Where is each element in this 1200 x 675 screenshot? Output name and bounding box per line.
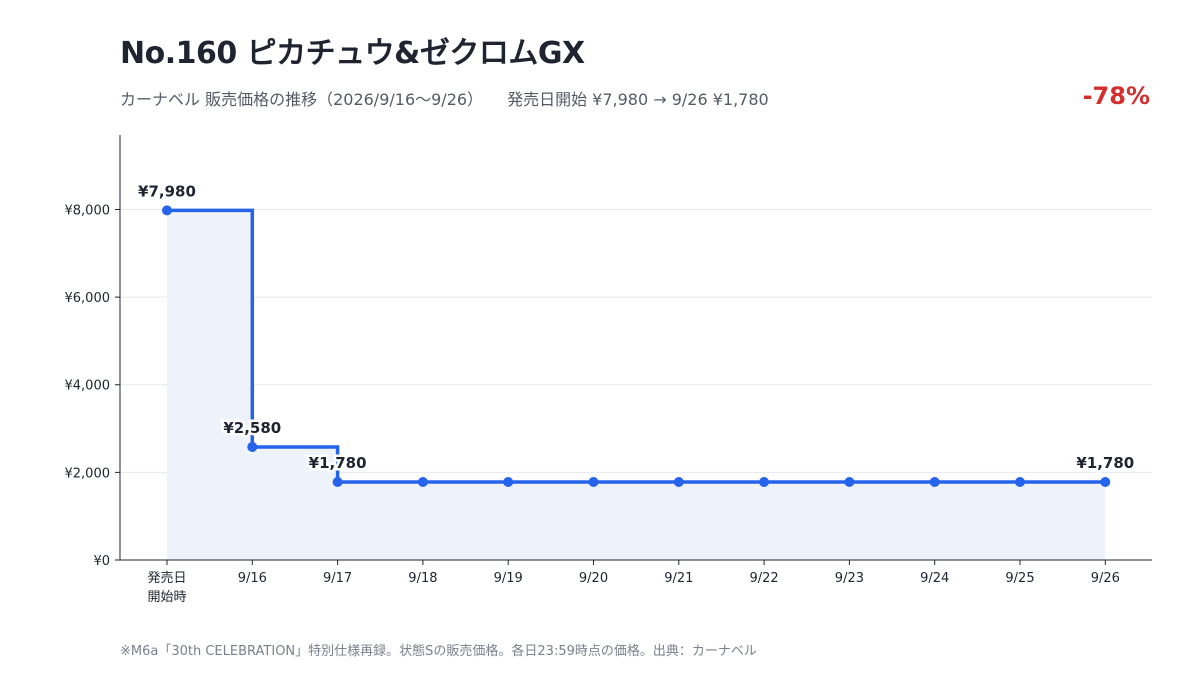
x-axis-ticks: 発売日開始時 9/16 9/17 9/18 9/19 9/20 9/21 9/22 9/23 9/…: [147, 560, 1120, 605]
data-point: [503, 477, 514, 488]
y-tick-label: ¥0: [93, 554, 110, 569]
price-chart: ¥0 ¥2,000 ¥4,000 ¥6,000 ¥8,000 発売日開始時 9/16 9/1…: [65, 135, 1152, 605]
data-point: [332, 477, 343, 488]
price-change-badge: -78%: [1082, 82, 1150, 110]
price-summary: 発売日開始 ¥7,980 → 9/26 ¥1,780: [507, 90, 769, 109]
price-step-line: [167, 208, 1106, 484]
data-point: [844, 477, 855, 488]
data-point: [929, 477, 940, 488]
x-tick-label: 9/24: [920, 571, 949, 586]
data-point: [759, 477, 770, 488]
data-label: ¥2,580: [223, 419, 281, 437]
data-point: [162, 205, 172, 216]
data-point: [673, 477, 684, 488]
grid-lines: [120, 208, 1152, 473]
axes: [119, 135, 1152, 561]
x-tick-label: 9/20: [579, 571, 608, 586]
x-tick-label: 発売日開始時: [147, 570, 186, 605]
y-tick-label: ¥4,000: [65, 379, 111, 394]
x-tick-label: 9/17: [323, 571, 352, 586]
page-title: No.160 ピカチュウ&ゼクロムGX: [120, 36, 585, 71]
data-point: [247, 441, 258, 452]
y-axis-ticks: ¥0 ¥2,000 ¥4,000 ¥6,000 ¥8,000: [65, 203, 120, 569]
x-tick-label: 9/25: [1005, 571, 1034, 586]
data-labels: ¥7,980 ¥2,580 ¥1,780 ¥1,780: [136, 180, 1137, 475]
subtitle-text: カーナベル 販売価格の推移（2026/9/16〜9/26）: [120, 90, 484, 109]
data-label: ¥7,980: [138, 182, 196, 200]
data-label: ¥1,780: [309, 454, 367, 472]
x-tick-label: 9/21: [664, 571, 693, 586]
data-point: [588, 477, 599, 488]
data-label: ¥1,780: [1076, 454, 1134, 472]
x-tick-label: 9/23: [835, 571, 864, 586]
data-points: [162, 205, 1111, 488]
x-tick-label: 9/18: [408, 571, 437, 586]
chart-subtitle: カーナベル 販売価格の推移（2026/9/16〜9/26） 発売日開始 ¥7,98…: [120, 86, 769, 110]
x-tick-label: 9/22: [749, 571, 778, 586]
x-tick-label: 9/19: [494, 571, 523, 586]
price-area: [167, 210, 1106, 560]
footnote: ※M6a「30th CELEBRATION」特別仕様再録。状態Sの販売価格。各日…: [120, 644, 757, 659]
data-point: [1100, 477, 1111, 488]
x-tick-label: 9/16: [238, 571, 267, 586]
x-tick-label: 9/26: [1091, 571, 1120, 586]
y-tick-label: ¥2,000: [65, 466, 111, 481]
y-tick-label: ¥8,000: [65, 203, 111, 218]
data-point: [1015, 477, 1025, 488]
data-point: [417, 477, 428, 488]
y-tick-label: ¥6,000: [65, 291, 111, 306]
